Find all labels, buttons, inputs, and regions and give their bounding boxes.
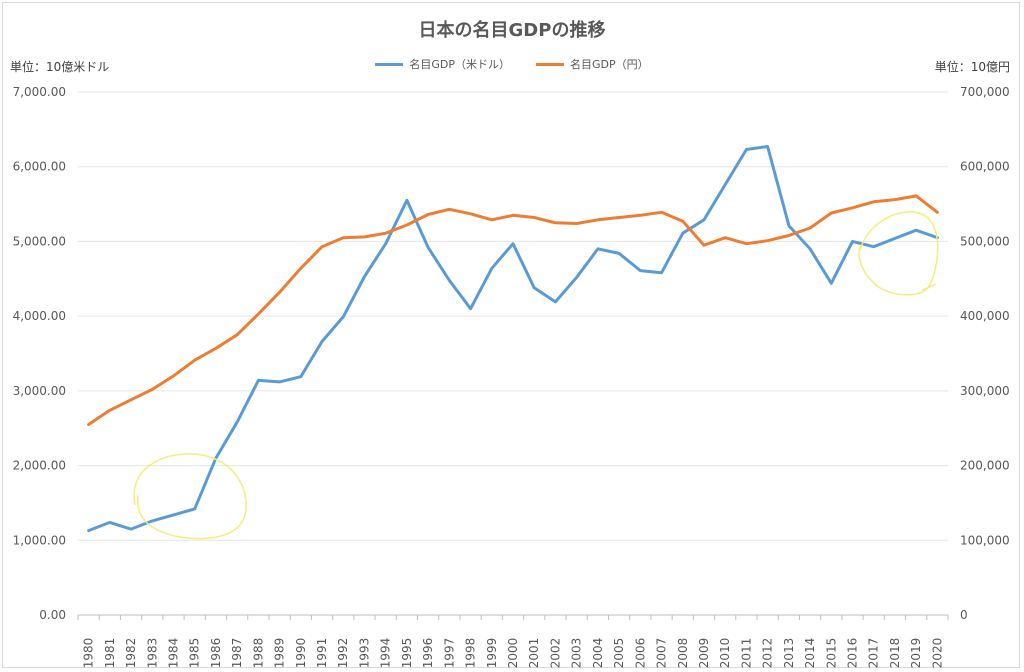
x-axis-tick-label: 1991 bbox=[315, 638, 329, 669]
x-axis-tick-label: 1988 bbox=[251, 638, 265, 669]
x-axis-tick-label: 2004 bbox=[591, 638, 605, 669]
x-axis-tick-label: 2017 bbox=[867, 638, 881, 669]
x-axis-tick-label: 1986 bbox=[209, 638, 223, 669]
x-axis-tick-label: 1992 bbox=[336, 638, 350, 669]
x-axis-tick-label: 2006 bbox=[633, 638, 647, 669]
x-axis-tick-label: 1984 bbox=[166, 638, 180, 669]
left-axis-tick-label: 7,000.00 bbox=[13, 85, 66, 99]
x-axis-tick-label: 2014 bbox=[803, 638, 817, 669]
series-line-usd bbox=[87, 145, 939, 533]
x-axis-tick-label: 1981 bbox=[103, 638, 117, 669]
x-axis-tick-label: 1995 bbox=[400, 638, 414, 669]
legend-label-jpy: 名目GDP（円） bbox=[570, 58, 649, 71]
x-axis-tick-label: 1990 bbox=[294, 638, 308, 669]
right-axis-tick-label: 400,000 bbox=[960, 309, 1010, 323]
x-axis-tick-label: 2015 bbox=[824, 638, 838, 669]
x-axis-tick-label: 2010 bbox=[718, 638, 732, 669]
x-axis-tick-label: 2001 bbox=[527, 638, 541, 669]
left-axis-tick-label: 4,000.00 bbox=[13, 309, 66, 323]
right-axis-tick-label: 700,000 bbox=[960, 85, 1010, 99]
right-axis-tick-label: 500,000 bbox=[960, 234, 1010, 248]
right-axis-tick-label: 600,000 bbox=[960, 160, 1010, 174]
x-axis-tick-label: 1987 bbox=[230, 638, 244, 669]
x-axis-tick-label: 2002 bbox=[548, 638, 562, 669]
x-axis-tick-label: 2012 bbox=[761, 638, 775, 669]
legend: 名目GDP（米ドル） 名目GDP（円） bbox=[0, 56, 1024, 72]
x-axis-tick-label: 2009 bbox=[697, 638, 711, 669]
legend-label-usd: 名目GDP（米ドル） bbox=[409, 58, 510, 71]
series-line-jpy bbox=[87, 194, 939, 426]
x-axis-tick-label: 2003 bbox=[570, 638, 584, 669]
left-axis-tick-label: 0.00 bbox=[39, 608, 66, 622]
annotation-circle-1985 bbox=[133, 453, 247, 540]
x-axis-tick-label: 1999 bbox=[485, 638, 499, 669]
chart-title: 日本の名目GDPの推移 bbox=[418, 20, 606, 41]
x-axis-tick-label: 1982 bbox=[124, 638, 138, 669]
x-axis-tick-label: 1998 bbox=[464, 638, 478, 669]
right-axis-tick-label: 200,000 bbox=[960, 459, 1010, 473]
legend-item-usd: 名目GDP（米ドル） bbox=[375, 56, 510, 72]
right-axis-tick-label: 300,000 bbox=[960, 384, 1010, 398]
left-axis-tick-label: 2,000.00 bbox=[13, 459, 66, 473]
legend-swatch-usd bbox=[375, 62, 404, 66]
x-axis-tick-label: 1997 bbox=[442, 638, 456, 669]
right-axis-unit-label: 単位：10億円 bbox=[934, 60, 1010, 74]
right-axis-tick-label: 100,000 bbox=[960, 533, 1010, 547]
x-axis-tick-label: 1985 bbox=[188, 638, 202, 669]
annotation-circle-2018 bbox=[858, 211, 939, 296]
x-axis-tick-label: 2020 bbox=[930, 638, 944, 669]
x-axis-tick-label: 2005 bbox=[612, 638, 626, 669]
left-axis-tick-label: 3,000.00 bbox=[13, 384, 66, 398]
legend-item-jpy: 名目GDP（円） bbox=[536, 56, 649, 72]
left-axis-tick-label: 6,000.00 bbox=[13, 160, 66, 174]
x-axis-tick-label: 2011 bbox=[739, 638, 753, 669]
x-axis-tick-label: 1994 bbox=[379, 638, 393, 669]
x-axis-tick-label: 2019 bbox=[909, 638, 923, 669]
left-axis-unit-label: 単位：10億米ドル bbox=[10, 60, 110, 74]
x-axis-tick-label: 1989 bbox=[273, 638, 287, 669]
x-axis-tick-label: 2008 bbox=[676, 638, 690, 669]
right-axis-tick-label: 0 bbox=[960, 608, 968, 622]
x-axis-tick-label: 2013 bbox=[782, 638, 796, 669]
legend-swatch-jpy bbox=[536, 62, 564, 66]
x-axis-tick-label: 2018 bbox=[888, 638, 902, 669]
left-axis-tick-label: 5,000.00 bbox=[13, 234, 66, 248]
x-axis-tick-label: 2000 bbox=[506, 638, 520, 669]
x-axis-tick-label: 1980 bbox=[82, 638, 96, 669]
x-axis-tick-label: 2016 bbox=[846, 638, 860, 669]
x-axis-tick-label: 2007 bbox=[655, 638, 669, 669]
x-axis-tick-label: 1996 bbox=[421, 638, 435, 669]
x-axis-tick-label: 1993 bbox=[357, 638, 371, 669]
x-axis-tick-label: 1983 bbox=[145, 638, 159, 669]
left-axis-tick-label: 1,000.00 bbox=[13, 533, 66, 547]
